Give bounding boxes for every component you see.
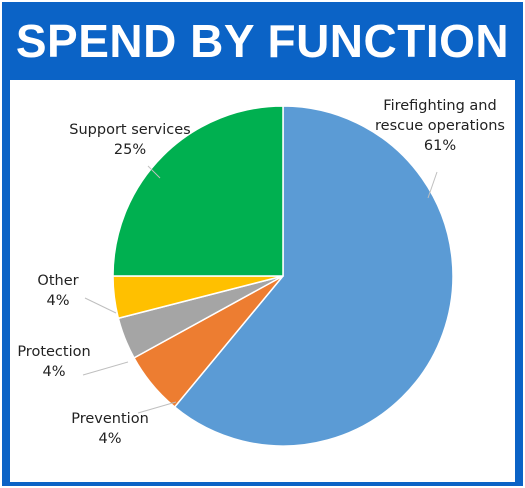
slice-name-0: rescue operations [375, 118, 505, 134]
slice-label-3: Other 4% [37, 273, 78, 309]
slice-value-3: 4% [46, 293, 69, 309]
slice-name-4: Support services [69, 122, 190, 138]
slice-name-0: Firefighting and [383, 98, 496, 114]
leader-line-3 [84, 297, 117, 314]
slice-value-0: 61% [424, 138, 456, 154]
chart-panel: Firefighting and rescue operations 61% Prev… [10, 80, 515, 482]
title-bar: SPEND BY FUNCTION [2, 2, 523, 80]
pie-slice-4 [112, 105, 284, 277]
slice-name-3: Other [37, 273, 78, 289]
slice-value-4: 25% [114, 142, 146, 158]
pie-chart: Firefighting and rescue operations 61% Prev… [17, 98, 505, 447]
chart-title: SPEND BY FUNCTION [15, 15, 510, 67]
slice-label-4: Support services 25% [69, 122, 190, 158]
pie-slice-0 [173, 105, 454, 447]
slice-name-1: Prevention [71, 411, 149, 427]
leader-line-0 [427, 171, 438, 199]
slice-label-0: Firefighting and rescue operations 61% [375, 98, 505, 154]
leader-line-2 [82, 361, 129, 376]
leader-line-4 [147, 165, 161, 179]
slice-label-2: Protection 4% [17, 344, 90, 380]
slice-label-1: Prevention 4% [71, 411, 149, 447]
slice-value-1: 4% [98, 431, 121, 447]
slice-value-2: 4% [42, 364, 65, 380]
leader-line-1 [137, 401, 177, 414]
slice-name-2: Protection [17, 344, 90, 360]
